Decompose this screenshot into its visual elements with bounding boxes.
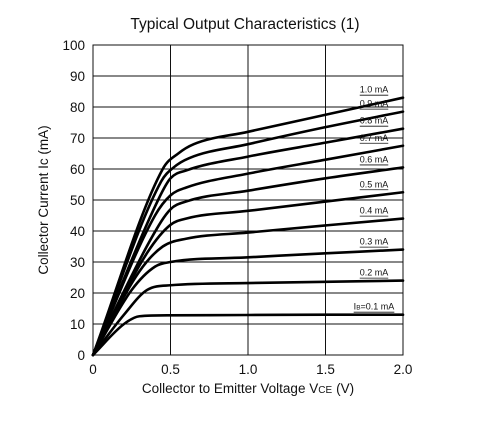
x-tick-label: 0.5 bbox=[161, 362, 180, 377]
y-axis-label: Collector Current Ic (mA) bbox=[36, 125, 51, 274]
curve-label: 0.7 mA bbox=[360, 133, 389, 143]
y-tick-label: 80 bbox=[70, 100, 85, 115]
x-tick-labels: 0 0.5 1.0 1.5 2.0 bbox=[89, 362, 412, 377]
y-tick-label: 50 bbox=[70, 193, 85, 208]
x-tick-label: 2.0 bbox=[394, 362, 413, 377]
x-axis-label-unit: (V) bbox=[336, 381, 354, 396]
curve-ib-5 bbox=[91, 190, 405, 357]
y-tick-label: 100 bbox=[62, 38, 85, 53]
curve-label: 0.9 mA bbox=[360, 99, 389, 109]
curve-labels: IB=0.1 mA 0.2 mA 0.3 mA 0.4 mA 0.5 mA 0.6 mA 0… bbox=[353, 85, 395, 313]
curve-label: 0.5 mA bbox=[360, 179, 389, 189]
plot-frame bbox=[92, 44, 404, 356]
curve-ib-8 bbox=[91, 127, 405, 357]
y-tick-label: 20 bbox=[70, 286, 85, 301]
curve-label: 0.2 mA bbox=[360, 268, 389, 278]
y-tick-labels: 0 10 20 30 40 50 60 70 80 90 100 bbox=[62, 38, 85, 363]
x-tick-label: 0 bbox=[89, 362, 97, 377]
curve-ib-10 bbox=[91, 96, 405, 357]
curve-ib-6 bbox=[91, 166, 405, 357]
y-tick-label: 10 bbox=[70, 317, 85, 332]
x-axis-label-main: Collector to Emitter Voltage V bbox=[142, 381, 318, 396]
y-tick-label: 0 bbox=[77, 348, 85, 363]
curve-ib-7 bbox=[91, 144, 405, 357]
curve-label: 0.8 mA bbox=[360, 116, 389, 126]
y-tick-label: 30 bbox=[70, 255, 85, 270]
curve-label: 1.0 mA bbox=[360, 85, 389, 95]
x-tick-label: 1.0 bbox=[239, 362, 258, 377]
curves bbox=[91, 96, 405, 357]
curve-ib-2 bbox=[91, 279, 405, 357]
curve-label: 0.6 mA bbox=[360, 154, 389, 164]
curve-ib-9 bbox=[91, 110, 405, 357]
chart-title: Typical Output Characteristics (1) bbox=[130, 16, 359, 33]
curve-label: 0.3 mA bbox=[360, 237, 389, 247]
curve-ib-4 bbox=[91, 217, 405, 357]
curve-ib-3 bbox=[91, 248, 405, 357]
y-tick-label: 90 bbox=[70, 69, 85, 84]
x-axis-label: Collector to Emitter Voltage VCE (V) bbox=[142, 381, 354, 396]
x-tick-label: 1.5 bbox=[316, 362, 335, 377]
y-tick-label: 60 bbox=[70, 162, 85, 177]
curve-label: IB=0.1 mA bbox=[354, 302, 395, 312]
curve-ib-1 bbox=[91, 313, 405, 357]
curve-label: 0.4 mA bbox=[360, 206, 389, 216]
y-tick-label: 40 bbox=[70, 224, 85, 239]
y-tick-label: 70 bbox=[70, 131, 85, 146]
x-axis-label-sub: CE bbox=[318, 385, 332, 396]
